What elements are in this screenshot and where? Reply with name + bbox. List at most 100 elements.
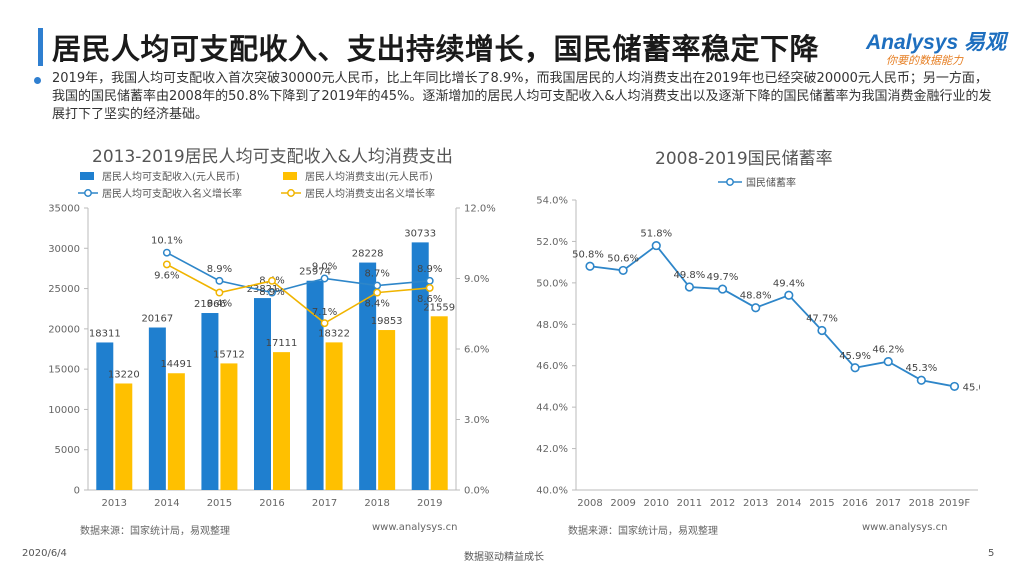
saving-point-label: 45.3%: [905, 363, 937, 374]
bullet-dot: [34, 77, 41, 84]
expense-growth-point: [320, 319, 329, 328]
x-tick-label: 2014: [154, 498, 179, 509]
y-left-tick-label: 15000: [48, 365, 80, 376]
expense-bar-label: 14491: [160, 359, 192, 370]
saving-x-tick-label: 2019F: [939, 498, 970, 509]
income-bar-label: 21966: [194, 299, 226, 310]
x-tick-label: 2015: [207, 498, 232, 509]
saving-y-tick-label: 44.0%: [536, 403, 568, 414]
expense-bar: [325, 342, 343, 490]
expense-growth-point: [425, 283, 434, 292]
x-tick-label: 2019: [417, 498, 442, 509]
saving-chart-title: 2008-2019国民储蓄率: [655, 149, 833, 169]
income-bar-label: 30733: [404, 228, 436, 239]
saving-point: [949, 381, 960, 392]
saving-point: [817, 325, 827, 336]
legend-label-0: 居民人均可支配收入(元人民币): [102, 170, 240, 183]
expense-growth-label: 8.6%: [417, 294, 442, 305]
expense-growth-point: [373, 288, 382, 297]
y-left-tick-label: 25000: [48, 284, 80, 295]
expense-growth-point: [162, 260, 171, 269]
income-bar-label: 20167: [141, 314, 173, 325]
expense-growth-line: [166, 263, 430, 325]
income-growth-point: [425, 276, 434, 285]
saving-point-label: 46.2%: [872, 345, 904, 356]
x-tick-label: 2018: [364, 498, 389, 509]
income-expense-chart: 居民人均可支配收入(元人民币) 居民人均消费支出(元人民币) 居民人均可支配收入名义…: [48, 170, 496, 509]
saving-legend-marker: [726, 178, 734, 186]
saving-y-tick-label: 52.0%: [536, 237, 568, 248]
income-bar: [306, 280, 324, 490]
saving-point: [684, 282, 695, 292]
saving-point-label: 49.8%: [674, 270, 706, 281]
saving-point: [850, 363, 860, 373]
saving-x-tick-label: 2016: [842, 498, 867, 509]
logo-main-text: Analysys 易观: [866, 31, 1007, 54]
saving-point: [651, 240, 661, 251]
expense-growth-label: 8.4%: [207, 299, 232, 310]
income-bar: [359, 262, 377, 490]
expense-bar: [220, 363, 238, 490]
income-bar: [254, 298, 271, 490]
saving-point: [916, 375, 926, 385]
expense-bar-label: 13220: [108, 369, 140, 380]
income-growth-line: [166, 251, 430, 294]
income-bar: [96, 342, 114, 490]
y-left-tick-label: 5000: [55, 445, 80, 456]
saving-point-label: 49.4%: [773, 278, 805, 289]
income-chart-title: 2013-2019居民人均可支配收入&人均消费支出: [92, 147, 453, 167]
saving-point-label: 49.7%: [707, 272, 739, 283]
x-tick-label: 2013: [102, 498, 127, 509]
saving-point: [751, 303, 761, 313]
saving-rate-chart: 国民储蓄率 40.0% 42.0% 44.0% 46.0% 48.0% 50.0% 52.0%…: [536, 176, 980, 509]
income-growth-point: [162, 248, 171, 257]
income-growth-label: 9.0%: [312, 262, 337, 273]
saving-chart-source: 数据来源：国家统计局，易观整理: [568, 526, 718, 537]
saving-y-tick-label: 54.0%: [536, 196, 568, 207]
y-right-tick-label: 9.0%: [464, 274, 489, 285]
summary-paragraph: 2019年，我国人均可支配收入首次突破30000元人民币，比上年同比增长了8.9…: [52, 71, 992, 122]
saving-chart-site: www.analysys.cn: [862, 522, 948, 533]
saving-x-tick-label: 2009: [610, 498, 635, 509]
footer-date: 2020/6/4: [22, 548, 67, 559]
expense-bar: [378, 330, 396, 490]
expense-growth-point: [215, 288, 224, 297]
y-right-tick-label: 12.0%: [464, 204, 496, 215]
income-bar-label: 28228: [352, 249, 384, 260]
legend-marker-2: [84, 189, 92, 197]
saving-point-label: 50.6%: [607, 253, 639, 264]
saving-y-tick-label: 40.0%: [536, 486, 568, 497]
income-growth-label: 10.1%: [151, 236, 183, 247]
saving-point-label: 50.8%: [572, 249, 604, 260]
saving-point: [883, 356, 893, 367]
saving-point: [717, 284, 728, 294]
saving-y-tick-label: 50.0%: [536, 278, 568, 289]
saving-line: [589, 244, 955, 388]
y-left-tick-label: 20000: [48, 324, 80, 335]
income-chart-source: 数据来源：国家统计局，易观整理: [80, 526, 230, 537]
legend-marker-3: [287, 189, 295, 197]
expense-bar: [167, 373, 185, 490]
income-bar: [201, 313, 219, 490]
expense-bar: [115, 383, 133, 490]
x-tick-label: 2016: [259, 498, 284, 509]
saving-point-label: 45.0%: [963, 382, 980, 393]
saving-point-label: 45.9%: [839, 351, 871, 362]
logo-sub-text: 你要的数据能力: [886, 54, 963, 67]
x-tick-label: 2017: [312, 498, 337, 509]
saving-point: [618, 265, 628, 276]
expense-bar-label: 18322: [318, 328, 350, 339]
y-left-tick-label: 10000: [48, 405, 80, 416]
saving-y-tick-label: 48.0%: [536, 320, 568, 331]
expense-growth-label: 9.6%: [154, 270, 179, 281]
income-growth-point: [373, 281, 382, 290]
expense-growth-label: 7.1%: [312, 307, 337, 318]
y-right-tick-label: 6.0%: [464, 345, 489, 356]
income-growth-point: [215, 276, 224, 285]
y-left-tick-label: 35000: [48, 204, 80, 215]
income-chart-site: www.analysys.cn: [372, 522, 458, 533]
expense-growth-label: 8.4%: [364, 299, 389, 310]
expense-bar-label: 17111: [266, 338, 298, 349]
title-accent-bar: [38, 28, 43, 66]
footer-page-number: 5: [988, 548, 995, 559]
